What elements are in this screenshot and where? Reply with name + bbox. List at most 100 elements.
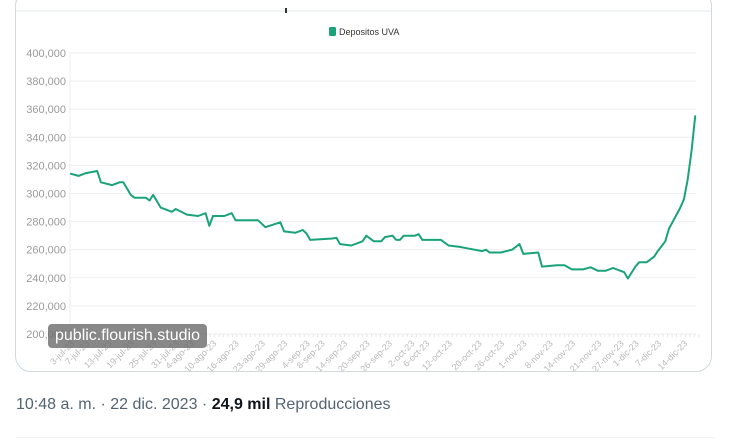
data-point <box>331 237 334 240</box>
data-point <box>604 269 607 272</box>
data-point <box>500 251 502 254</box>
legend-label: Depositos UVA <box>339 27 399 37</box>
data-point <box>301 229 304 231</box>
data-point <box>537 251 540 254</box>
divider <box>16 437 714 438</box>
data-point <box>522 253 525 255</box>
y-tick-label: 260,000 <box>26 245 66 257</box>
views-label: Reproducciones <box>274 396 391 413</box>
data-point <box>223 215 226 217</box>
top-marker <box>285 8 287 13</box>
data-point <box>447 244 450 247</box>
y-tick-label: 280,000 <box>26 217 66 229</box>
data-point <box>350 244 353 247</box>
y-tick-label: 380,000 <box>26 76 66 88</box>
data-point <box>627 277 629 280</box>
data-point <box>122 181 125 184</box>
data-point <box>657 250 659 252</box>
data-point <box>645 261 648 264</box>
data-point <box>414 234 416 237</box>
data-point <box>212 215 214 217</box>
data-point <box>361 240 364 243</box>
data-point <box>638 261 640 264</box>
separator: · <box>100 396 106 413</box>
y-tick-label: 400,000 <box>26 48 66 60</box>
flourish-watermark[interactable]: public.flourish.studio <box>48 324 207 348</box>
data-point <box>518 243 521 245</box>
data-point <box>70 173 72 175</box>
data-point <box>234 219 237 221</box>
data-point <box>111 184 113 186</box>
data-point <box>339 243 341 245</box>
data-point <box>257 219 259 221</box>
data-point <box>668 227 670 230</box>
data-point <box>671 220 674 223</box>
data-point <box>186 213 188 216</box>
data-point <box>541 265 543 268</box>
data-point <box>612 267 614 269</box>
data-point <box>77 175 80 177</box>
data-point <box>485 248 487 251</box>
y-tick-label: 220,000 <box>26 301 66 313</box>
data-point <box>488 251 491 254</box>
data-point <box>690 150 693 153</box>
data-point <box>417 233 420 236</box>
data-point <box>96 170 98 172</box>
data-point <box>384 236 386 238</box>
data-point <box>171 210 173 213</box>
data-point <box>133 196 136 199</box>
tweet-time[interactable]: 10:48 a. m. <box>16 396 97 413</box>
data-point <box>148 199 151 202</box>
data-point <box>664 240 667 243</box>
data-point <box>402 234 405 237</box>
data-point <box>294 232 297 234</box>
data-point <box>365 234 368 237</box>
data-point <box>380 240 383 243</box>
chart-card[interactable]: Depositos UVA 200,000 220,000 240,000 260,00… <box>15 0 712 372</box>
data-point <box>230 212 233 214</box>
data-point <box>283 230 285 233</box>
data-point <box>264 226 267 229</box>
tweet-metadata: 10:48 a. m. · 22 dic. 2023 · 24,9 mil Re… <box>16 396 390 414</box>
data-point <box>85 172 87 174</box>
data-point <box>571 268 573 271</box>
data-point <box>204 212 207 214</box>
data-point <box>440 239 442 241</box>
data-point <box>683 198 685 200</box>
data-point <box>174 208 177 210</box>
y-tick-label: 240,000 <box>26 273 66 285</box>
data-point <box>159 206 162 209</box>
data-point <box>279 221 282 224</box>
data-point <box>399 239 401 241</box>
tweet-date[interactable]: 22 dic. 2023 <box>110 396 198 413</box>
data-point <box>634 265 637 268</box>
data-point <box>511 248 513 251</box>
data-point <box>421 239 424 241</box>
data-point <box>582 268 584 271</box>
data-point <box>466 247 469 250</box>
data-point <box>556 264 558 266</box>
y-tick-label: 320,000 <box>26 160 66 172</box>
data-point <box>458 246 461 248</box>
data-point <box>305 232 308 235</box>
data-point <box>563 264 566 266</box>
data-point <box>694 115 697 118</box>
data-point <box>395 239 397 241</box>
data-point <box>100 181 102 184</box>
data-point <box>130 194 132 196</box>
data-point <box>144 196 147 199</box>
data-point <box>208 225 211 227</box>
data-point <box>653 255 655 258</box>
line-chart: Depositos UVA200,000220,000240,000260,00… <box>16 8 711 371</box>
data-point <box>589 266 592 269</box>
legend-swatch <box>329 27 336 36</box>
series-line-depositos-uva <box>70 115 697 280</box>
data-point <box>118 181 121 184</box>
data-point <box>391 234 394 237</box>
data-point <box>167 209 169 212</box>
data-point <box>197 215 199 217</box>
y-tick-label: 300,000 <box>26 189 66 201</box>
y-tick-label: 340,000 <box>26 132 66 144</box>
data-point <box>686 178 689 181</box>
data-point <box>152 194 155 196</box>
